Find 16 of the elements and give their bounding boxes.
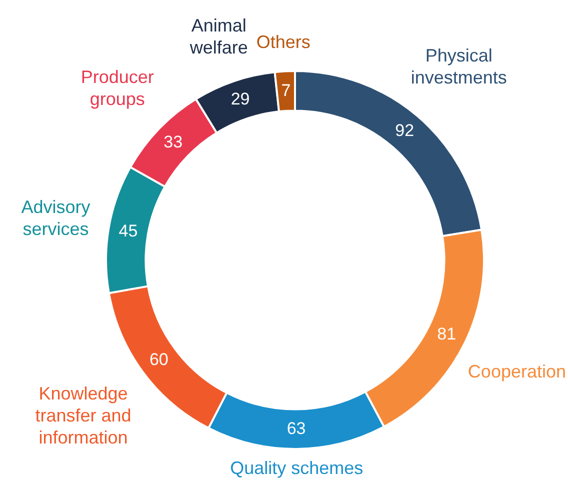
- slice-label: Others: [256, 32, 310, 52]
- data-label: 33: [164, 132, 183, 152]
- data-label: 7: [281, 80, 291, 100]
- slice-label: Producer groups: [80, 66, 154, 109]
- slice-label: Cooperation: [468, 362, 566, 382]
- data-label: 63: [286, 418, 306, 438]
- data-label: 29: [230, 90, 250, 109]
- slice-label: Physical investments: [410, 45, 507, 88]
- slice-label: Animal welfare: [188, 15, 248, 58]
- data-label: 45: [118, 221, 138, 240]
- slice-label: Advisory services: [21, 197, 90, 240]
- slice-label: Knowledge transfer and information: [35, 383, 132, 448]
- data-label: 92: [395, 120, 414, 140]
- data-label: 81: [437, 324, 456, 344]
- slice-label: Quality schemes: [230, 458, 364, 478]
- data-label: 60: [149, 350, 168, 370]
